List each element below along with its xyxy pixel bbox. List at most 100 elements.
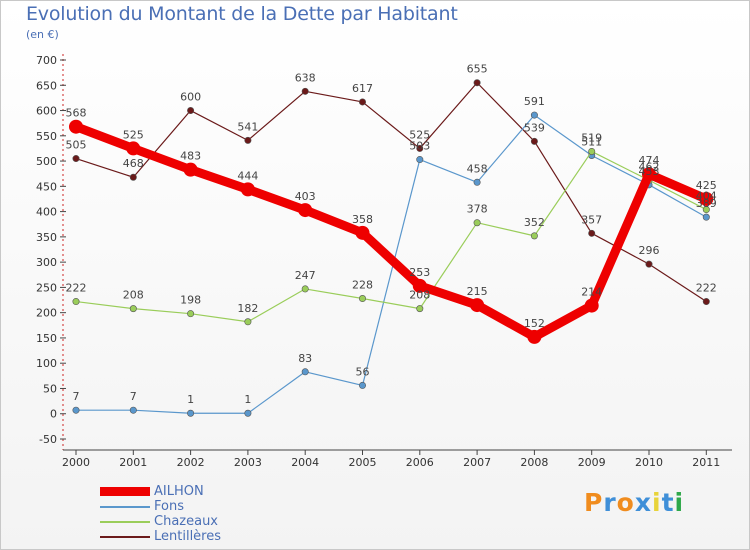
data-point: [183, 162, 198, 177]
chart-title: Evolution du Montant de la Dette par Hab…: [26, 3, 458, 25]
data-point: [416, 305, 424, 313]
data-label: 1: [187, 393, 194, 406]
data-point: [244, 136, 252, 144]
y-tick-label: 350: [36, 231, 57, 244]
legend-label: AILHON: [154, 484, 204, 499]
data-point: [412, 278, 427, 293]
data-point: [187, 107, 195, 115]
data-point: [301, 87, 309, 95]
data-point: [244, 318, 252, 326]
legend-label: Lentillères: [154, 529, 222, 544]
data-point: [358, 381, 366, 389]
x-tick-label: 2005: [349, 456, 377, 469]
data-label: 655: [467, 63, 488, 76]
data-point: [527, 329, 542, 344]
data-label: 1: [244, 393, 251, 406]
data-point: [355, 225, 370, 240]
data-point: [530, 232, 538, 240]
x-tick-label: 2011: [692, 456, 720, 469]
data-label: 638: [295, 71, 316, 84]
data-point: [240, 182, 255, 197]
y-tick-label: 50: [43, 382, 57, 395]
data-point: [584, 298, 599, 313]
y-tick-label: 400: [36, 206, 57, 219]
x-tick-label: 2000: [62, 456, 90, 469]
y-tick-label: 0: [50, 408, 57, 421]
data-label: 357: [581, 213, 602, 226]
y-tick-label: 700: [36, 54, 57, 67]
logo-letter: P: [584, 488, 604, 517]
legend-swatch: [100, 487, 150, 496]
data-label: 453: [639, 165, 660, 178]
y-tick-label: 600: [36, 105, 57, 118]
logo-letter: x: [634, 488, 652, 517]
series-line-lentilleres: [75, 82, 707, 303]
data-point: [129, 406, 137, 414]
data-label: 378: [467, 203, 488, 216]
data-label: 503: [409, 140, 430, 153]
data-point: [72, 406, 80, 414]
data-label: 505: [66, 139, 87, 152]
data-point: [702, 213, 710, 221]
x-tick-label: 2002: [177, 456, 205, 469]
data-point: [416, 144, 424, 152]
legend-swatch: [100, 506, 150, 508]
y-tick-label: 300: [36, 256, 57, 269]
data-label: 253: [409, 266, 430, 279]
chart-unit-label: (en €): [26, 28, 59, 41]
data-label: 152: [524, 317, 545, 330]
x-tick-label: 2008: [520, 456, 548, 469]
data-label: 591: [524, 95, 545, 108]
data-label: 468: [123, 157, 144, 170]
data-label: 222: [696, 282, 717, 295]
data-point: [69, 119, 83, 134]
data-label: 222: [66, 282, 87, 295]
logo-letter: t: [661, 488, 675, 517]
data-point: [530, 137, 538, 145]
data-point: [473, 79, 481, 87]
data-label: 7: [130, 390, 137, 403]
series-line-chazeaux: [75, 150, 707, 323]
data-point: [470, 298, 485, 313]
data-point: [473, 219, 481, 227]
series-line-ailhon: [71, 122, 711, 342]
logo-letter: i: [674, 488, 685, 517]
data-label: 7: [73, 390, 80, 403]
data-point: [642, 167, 656, 182]
data-label: 208: [409, 289, 430, 302]
data-label: 483: [180, 150, 201, 163]
legend-swatch: [100, 536, 150, 538]
data-label: 444: [237, 169, 258, 182]
logo-letter: i: [652, 488, 662, 517]
series-layer: [69, 79, 714, 417]
x-tick-label: 2001: [119, 456, 147, 469]
data-point: [187, 310, 195, 318]
data-label: 568: [66, 107, 87, 120]
data-point: [301, 368, 309, 376]
data-point: [358, 295, 366, 303]
data-point: [416, 156, 424, 164]
data-label: 525: [123, 128, 144, 141]
data-label: 425: [696, 179, 717, 192]
data-point: [588, 229, 596, 237]
x-tick-label: 2009: [578, 456, 606, 469]
y-tick-label: -50: [39, 433, 57, 446]
data-point: [530, 111, 538, 119]
data-label: 462: [639, 160, 660, 173]
x-tick-label: 2003: [234, 456, 262, 469]
data-label: 474: [639, 154, 660, 167]
data-label: 525: [409, 128, 430, 141]
data-point: [187, 409, 195, 417]
data-labels-layer: 505 468 600 541 638 617 525 655 539 357 296 222 7 7 1 1…: [66, 63, 717, 406]
data-label: 404: [696, 190, 717, 203]
data-point: [126, 141, 141, 156]
series-line-fons: [75, 114, 707, 414]
data-point: [244, 409, 252, 417]
data-label: 600: [180, 91, 201, 104]
logo-letter: o: [616, 488, 635, 517]
data-point: [358, 98, 366, 106]
legend-label: Fons: [154, 499, 184, 514]
data-label: 296: [639, 244, 660, 257]
data-label: 83: [298, 352, 312, 365]
